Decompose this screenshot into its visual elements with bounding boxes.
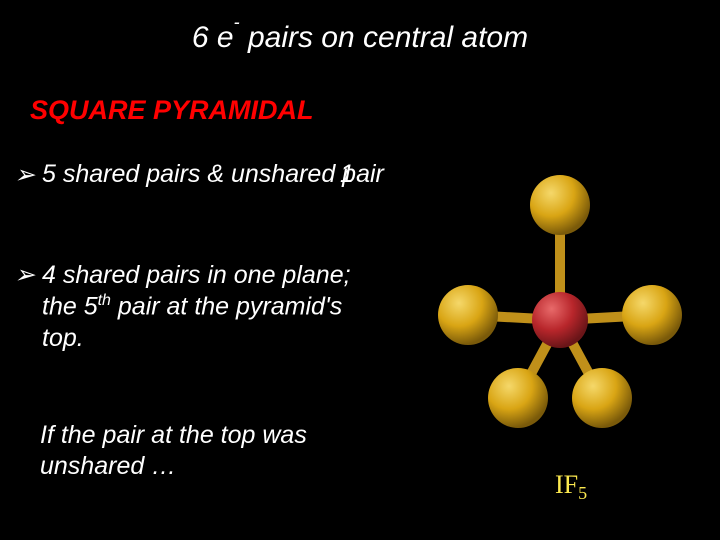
title-prefix: 6 e: [192, 21, 234, 54]
slide-title: 6 e- pairs on central atom: [0, 20, 720, 55]
bullet-2-text: 4 shared pairs in one plane; the 5th pai…: [14, 260, 384, 354]
bullet-1-number: 1: [340, 160, 354, 189]
bullet-arrow-icon: ➢: [14, 260, 35, 290]
bullet-2: ➢ 4 shared pairs in one plane; the 5th p…: [14, 260, 384, 354]
bullet-2-super: th: [98, 292, 111, 309]
formula-base: IF: [555, 470, 578, 499]
formula-sub: 5: [578, 483, 587, 503]
title-super: -: [234, 12, 240, 32]
subtitle: SQUARE PYRAMIDAL: [30, 95, 314, 126]
molecule-formula: IF5: [555, 470, 587, 504]
title-suffix: pairs on central atom: [240, 21, 528, 54]
footer-note: If the pair at the top was unshared …: [40, 420, 360, 483]
bullet-arrow-icon: ➢: [14, 160, 35, 190]
molecule-svg: [420, 150, 700, 450]
molecule-diagram: [420, 150, 700, 450]
